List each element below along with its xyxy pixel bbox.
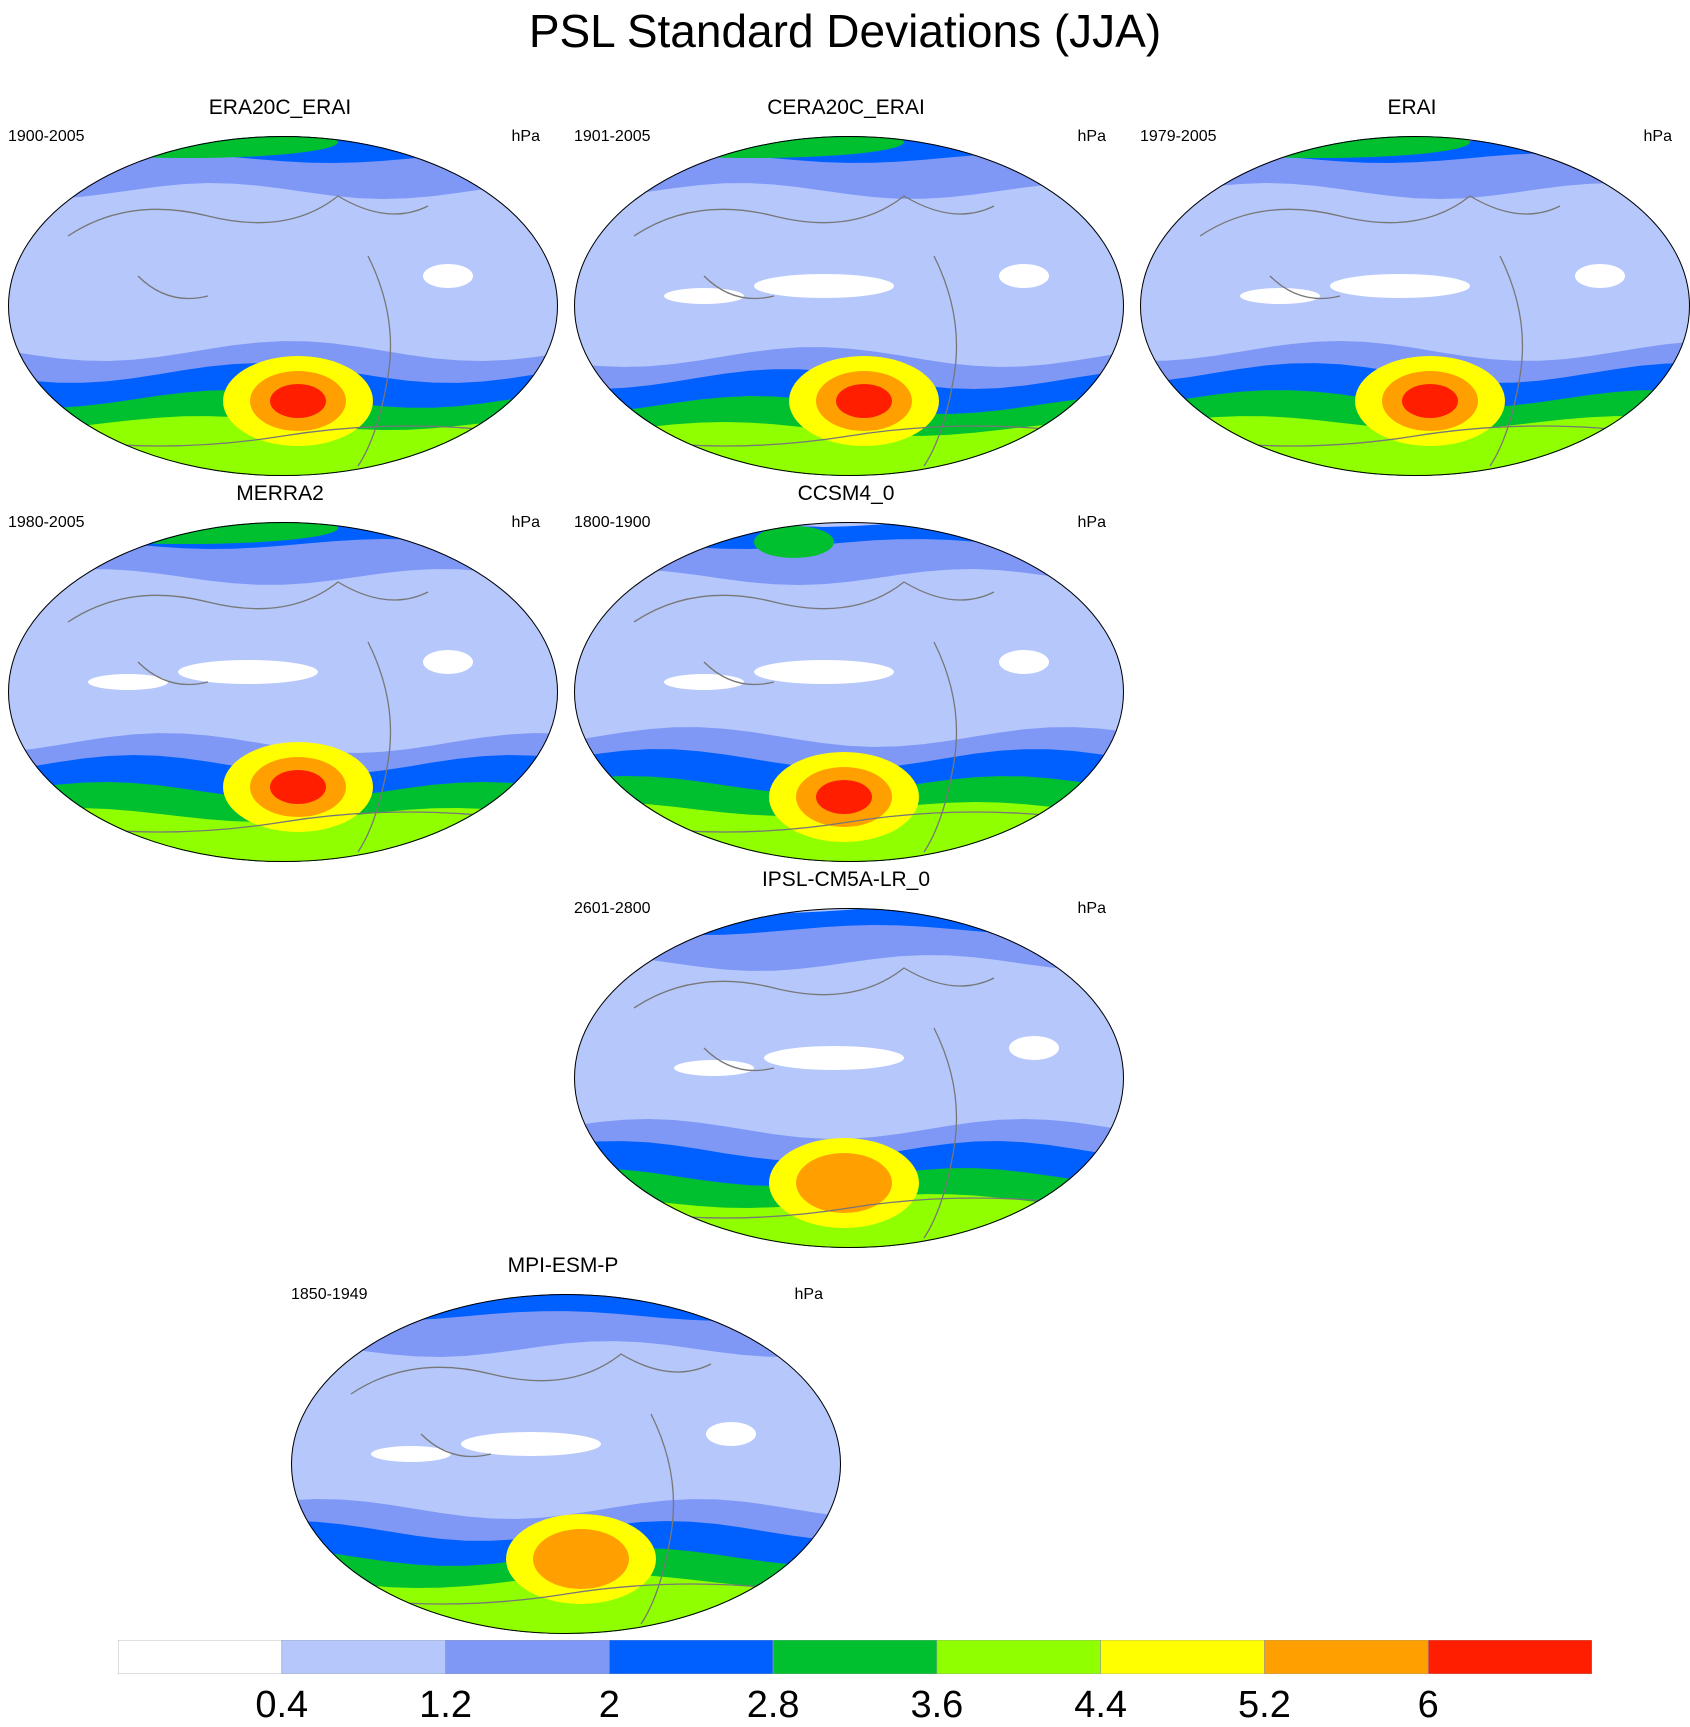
level-patch — [178, 660, 318, 684]
colorbar-label: 4.4 — [1074, 1684, 1128, 1726]
level-patch — [1575, 264, 1625, 288]
panel-years: 1979-2005 — [1140, 128, 1217, 145]
map-panel: CCSM4_0 1800-1900 hPa — [566, 482, 1126, 862]
colorbar-swatch — [772, 1640, 938, 1674]
level-patch — [270, 384, 326, 418]
level-patch — [754, 274, 894, 298]
map-panel: IPSL-CM5A-LR_0 2601-2800 hPa — [566, 868, 1126, 1248]
colorbar-swatch — [281, 1640, 446, 1674]
colorbar-swatch — [1427, 1640, 1592, 1674]
level-patch — [754, 526, 834, 558]
panel-title: ERA20C_ERAI — [208, 96, 352, 119]
panel-years: 1980-2005 — [8, 514, 85, 531]
colorbar-swatch — [936, 1640, 1101, 1674]
colorbar — [118, 1640, 1592, 1674]
panel-title: MERRA2 — [236, 482, 324, 505]
panel-title: CERA20C_ERAI — [767, 96, 925, 119]
map-outline — [574, 522, 1124, 862]
map-panel: MERRA2 1980-2005 hPa — [0, 482, 560, 862]
colorbar-swatch — [1100, 1640, 1265, 1674]
level-band — [8, 416, 558, 476]
coastline — [1169, 195, 1671, 467]
level-patch — [836, 384, 892, 418]
coastline — [603, 967, 1105, 1239]
level-patch — [796, 1153, 892, 1213]
colorbar-label: 2.8 — [746, 1684, 800, 1726]
panel-units: hPa — [1077, 128, 1106, 145]
panel-title: CCSM4_0 — [797, 482, 895, 505]
level-patch — [423, 650, 473, 674]
level-patch — [706, 1422, 756, 1446]
panel-years: 1900-2005 — [8, 128, 85, 145]
level-band — [291, 1574, 841, 1634]
map-panel: ERA20C_ERAI 1900-2005 hPa — [0, 96, 560, 476]
level-patch — [816, 780, 872, 814]
colorbar-swatch — [445, 1640, 610, 1674]
map-plot — [8, 136, 558, 476]
coastline — [320, 1353, 822, 1625]
panel-title: MPI-ESM-P — [507, 1254, 619, 1277]
map-outline — [291, 1294, 841, 1634]
colorbar-swatch — [118, 1640, 283, 1674]
colorbar-label: 0.4 — [255, 1684, 309, 1726]
map-panel: MPI-ESM-P 1850-1949 hPa — [283, 1254, 843, 1634]
level-patch — [1009, 1036, 1059, 1060]
map-outline — [574, 908, 1124, 1248]
panel-years: 1850-1949 — [291, 1286, 368, 1303]
level-band — [1140, 416, 1690, 476]
panel-title: ERAI — [1387, 96, 1437, 119]
coastline — [37, 195, 539, 467]
map-plot — [574, 908, 1124, 1248]
colorbar-swatch — [609, 1640, 774, 1674]
coastline — [603, 195, 1105, 467]
level-patch — [270, 770, 326, 804]
panel-years: 1901-2005 — [574, 128, 651, 145]
level-patch — [533, 1529, 629, 1589]
level-patch — [461, 1432, 601, 1456]
map-outline — [574, 136, 1124, 476]
level-patch — [1330, 274, 1470, 298]
level-patch — [664, 674, 744, 690]
panel-units: hPa — [1077, 900, 1106, 917]
panel-units: hPa — [511, 514, 540, 531]
panel-units: hPa — [1077, 514, 1106, 531]
panel-years: 2601-2800 — [574, 900, 651, 917]
level-patch — [423, 264, 473, 288]
colorbar-label: 3.6 — [910, 1684, 964, 1726]
map-plot — [1140, 136, 1690, 476]
level-patch — [371, 1446, 451, 1462]
colorbar-label: 5.2 — [1238, 1684, 1291, 1726]
panel-units: hPa — [794, 1286, 823, 1303]
map-plot — [8, 522, 558, 862]
level-patch — [999, 264, 1049, 288]
panel-title: IPSL-CM5A-LR_0 — [761, 868, 931, 891]
level-patch — [674, 1060, 754, 1076]
level-patch — [1240, 288, 1320, 304]
coastline — [37, 581, 539, 853]
level-patch — [664, 288, 744, 304]
map-panel: ERAI 1979-2005 hPa — [1132, 96, 1690, 476]
level-patch — [764, 1046, 904, 1070]
level-patch — [88, 674, 168, 690]
map-plot — [574, 136, 1124, 476]
colorbar-swatch — [1264, 1640, 1429, 1674]
colorbar-label: 6 — [1417, 1684, 1439, 1726]
level-band — [574, 802, 1124, 862]
level-patch — [999, 650, 1049, 674]
panel-units: hPa — [511, 128, 540, 145]
panel-units: hPa — [1643, 128, 1672, 145]
map-plot — [291, 1294, 841, 1634]
map-outline — [8, 522, 558, 862]
level-patch — [754, 660, 894, 684]
level-patch — [1402, 384, 1458, 418]
colorbar-label: 1.2 — [419, 1684, 472, 1726]
map-panel: CERA20C_ERAI 1901-2005 hPa — [566, 96, 1126, 476]
map-plot — [574, 522, 1124, 862]
coastline — [603, 581, 1105, 853]
figure-title: PSL Standard Deviations (JJA) — [528, 5, 1162, 57]
map-outline — [8, 136, 558, 476]
colorbar-label: 2 — [598, 1684, 620, 1726]
panel-years: 1800-1900 — [574, 514, 651, 531]
